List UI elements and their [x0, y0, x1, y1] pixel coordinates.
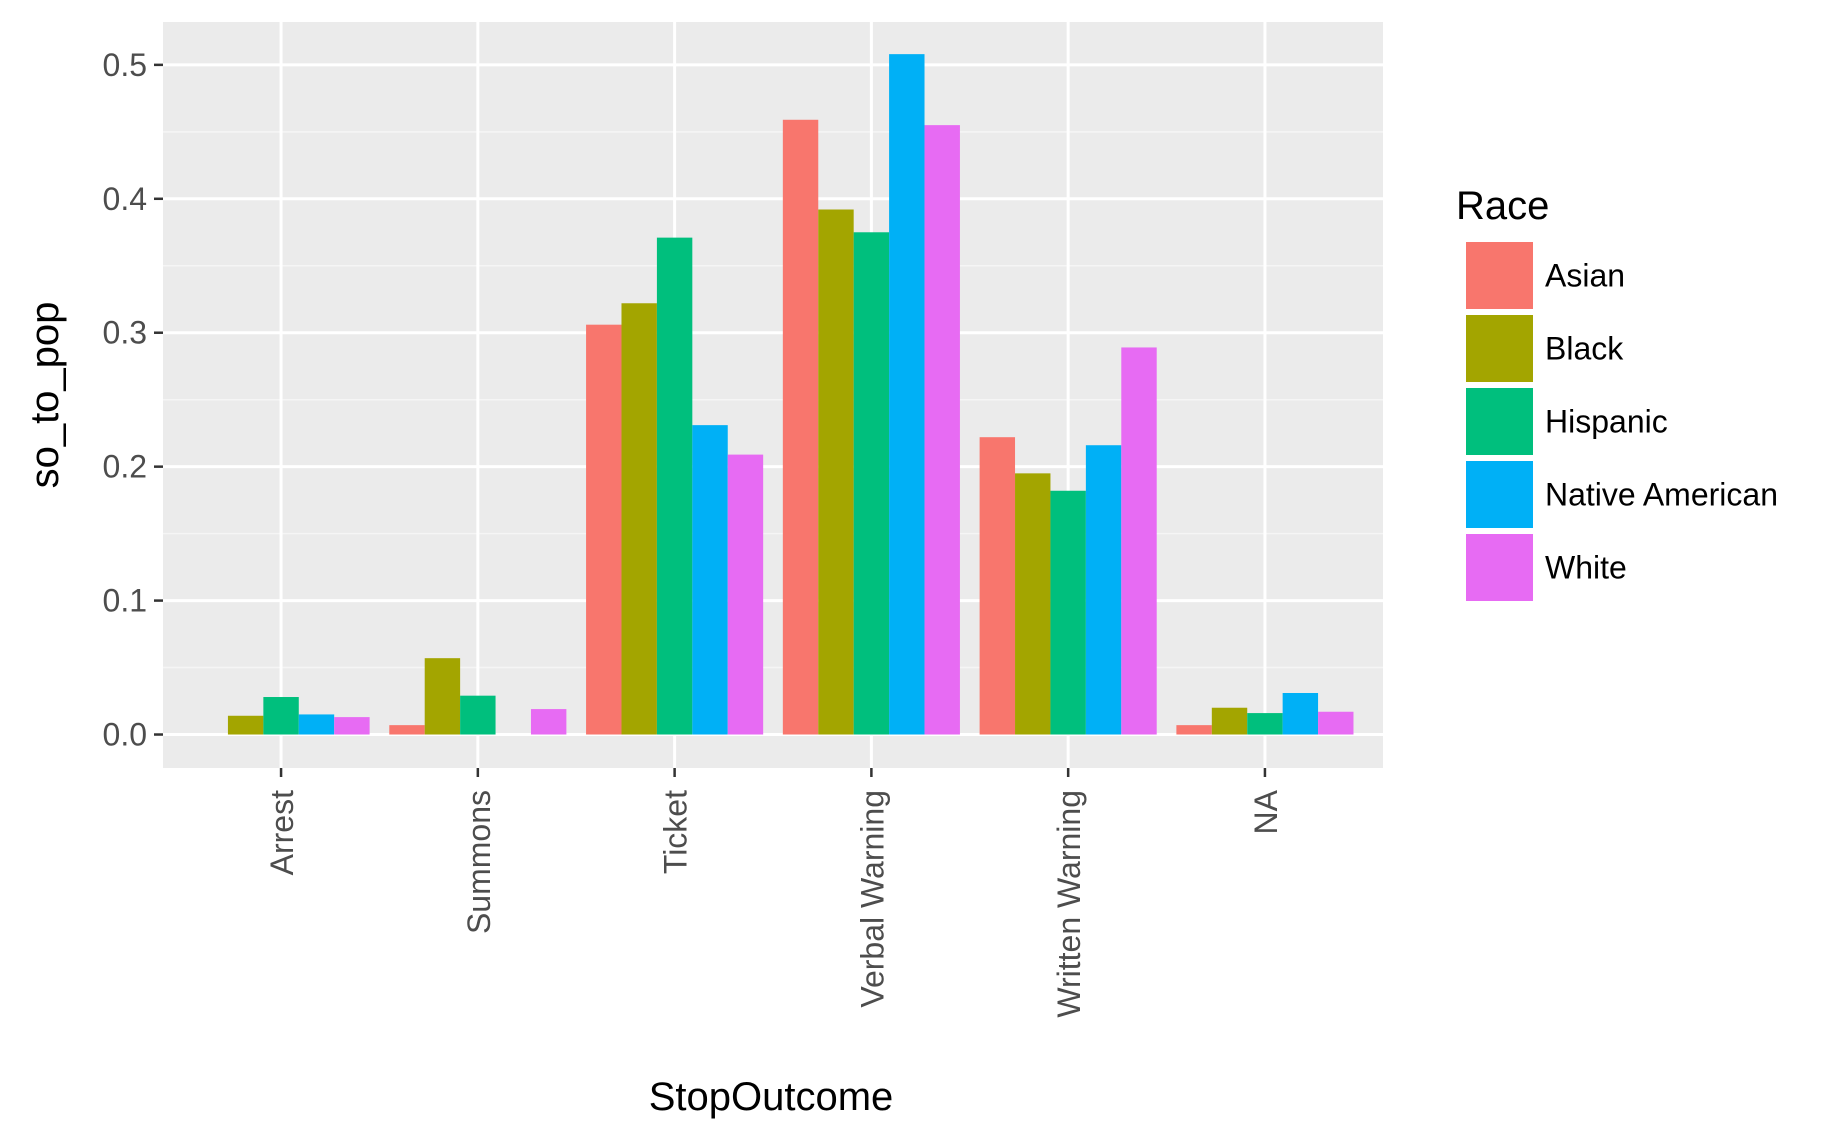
bar-white-1 — [530, 709, 567, 735]
legend-key-asian — [1466, 242, 1533, 309]
bar-asian-5 — [1176, 725, 1212, 735]
legend-title: Race — [1456, 184, 1549, 228]
legend-key-native-american — [1466, 461, 1533, 528]
bar-hispanic-5 — [1247, 713, 1283, 735]
bar-asian-2 — [586, 324, 622, 735]
bar-native-american-0 — [298, 714, 335, 735]
bars — [227, 54, 1354, 735]
bar-hispanic-3 — [853, 232, 890, 735]
x-tick-label: NA — [1248, 789, 1284, 834]
y-tick-label: 0.4 — [103, 181, 147, 217]
bar-hispanic-2 — [656, 237, 693, 735]
y-tick-label: 0.2 — [103, 449, 147, 485]
bar-black-3 — [818, 209, 854, 735]
x-tick-label: Ticket — [658, 790, 694, 874]
bar-asian-1 — [389, 725, 425, 735]
bar-black-2 — [621, 303, 657, 735]
bar-hispanic-1 — [460, 695, 496, 735]
legend-label: Native American — [1545, 477, 1778, 513]
bar-native-american-2 — [692, 425, 728, 735]
x-axis: Arrest Summons Ticket Verbal Warning Written… — [264, 768, 1284, 1018]
bar-native-american-3 — [889, 54, 925, 735]
bar-black-0 — [227, 715, 264, 735]
bar-asian-4 — [979, 437, 1016, 735]
bar-white-0 — [334, 717, 370, 735]
x-tick-label: Verbal Warning — [854, 790, 890, 1008]
legend-key-black — [1466, 315, 1533, 382]
x-tick-label: Written Warning — [1051, 790, 1087, 1018]
legend-label: Hispanic — [1545, 404, 1668, 440]
x-tick-label: Summons — [461, 790, 497, 934]
bar-black-1 — [424, 658, 461, 735]
legend-key-white — [1466, 534, 1533, 601]
x-tick-label: Arrest — [264, 790, 300, 875]
bar-hispanic-4 — [1050, 490, 1086, 735]
bar-white-5 — [1318, 711, 1354, 735]
legend-label: Black — [1545, 331, 1624, 367]
grid-minor — [163, 131, 1383, 669]
bar-black-4 — [1015, 473, 1051, 735]
legend-label: Asian — [1545, 258, 1625, 294]
plot-panel — [163, 22, 1383, 768]
bar-native-american-5 — [1282, 692, 1319, 735]
legend-label: White — [1545, 550, 1627, 586]
bar-hispanic-0 — [263, 697, 299, 735]
y-axis: 0.0 0.1 0.2 0.3 0.4 0.5 — [103, 47, 163, 753]
y-tick-label: 0.0 — [103, 717, 147, 753]
y-tick-label: 0.5 — [103, 47, 147, 83]
bar-asian-3 — [782, 119, 819, 735]
y-tick-label: 0.3 — [103, 315, 147, 351]
bar-white-2 — [727, 454, 764, 735]
x-axis-title: StopOutcome — [649, 1075, 894, 1119]
y-axis-title: so_to_pop — [23, 302, 67, 489]
bar-native-american-4 — [1085, 445, 1122, 735]
y-tick-label: 0.1 — [103, 583, 147, 619]
bar-white-3 — [924, 125, 960, 735]
bar-black-5 — [1211, 707, 1248, 735]
legend: Race Asian Black Hispanic Native American Wh… — [1456, 184, 1778, 601]
bar-white-4 — [1121, 347, 1157, 735]
legend-key-hispanic — [1466, 388, 1533, 455]
